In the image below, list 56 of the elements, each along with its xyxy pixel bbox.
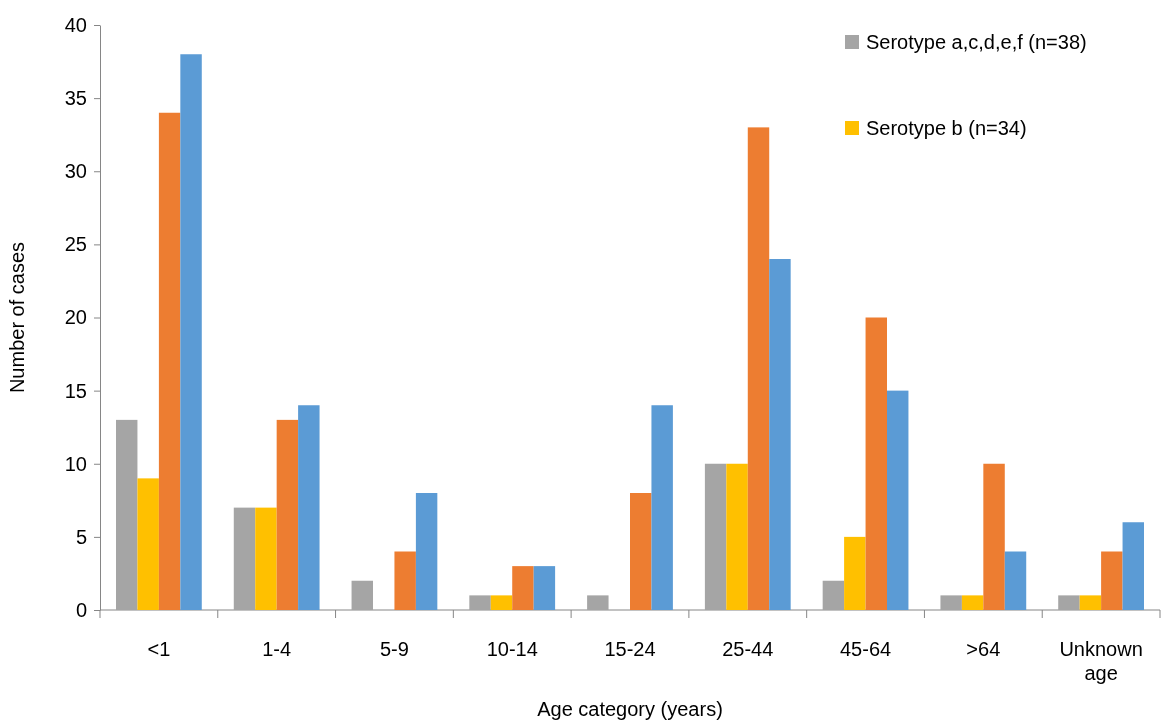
bar [255,507,277,610]
x-tick-label: 5-9 [379,638,409,660]
bar [940,595,962,610]
bar [1004,551,1027,610]
bar [1101,551,1123,610]
bar [1122,522,1144,610]
bar [158,112,181,610]
y-tick-label: 0 [75,598,87,621]
bar [180,54,202,610]
legend-label: Serotype b (n=34) [866,117,1027,139]
bar [887,390,909,610]
bar [512,566,534,610]
bar [1058,595,1080,610]
bar [844,536,866,610]
x-tick-label: 1-4 [262,638,292,660]
bar [351,580,373,610]
bar [116,419,138,610]
bar [865,317,887,610]
bar [587,595,609,610]
bar [983,463,1005,610]
x-tick-label: <1 [147,638,171,660]
x-tick-label: 25-44 [722,638,774,660]
bar [533,566,556,610]
bar [630,493,652,610]
x-tick-label: 45-64 [839,638,892,660]
bar [298,405,320,610]
x-tick-label: 15-24 [604,638,656,660]
x-tick-label: Unknown age [1059,638,1143,684]
x-tick-label: >64 [966,638,1001,660]
y-tick-label: 40 [64,13,87,36]
legend-label: Serotype a,c,d,e,f (n=38) [866,31,1087,53]
bar [822,580,845,610]
bar [1079,595,1102,610]
bar [747,127,770,610]
y-tick-label: 30 [64,160,87,183]
bar [276,419,299,610]
y-tick-label: 20 [64,306,87,329]
bar [490,595,513,610]
bar [415,493,438,610]
bar [137,478,159,610]
y-tick-label: 10 [64,452,87,475]
bar [961,595,984,610]
bar [726,463,748,610]
y-tick-label: 25 [64,233,87,256]
y-axis-title: Number of cases [6,241,28,394]
y-tick-label: 5 [75,525,87,548]
y-tick-label: 15 [64,379,87,402]
bar [233,507,256,610]
bar [651,405,673,610]
bar [394,551,416,610]
bar [769,259,791,610]
bar [469,595,491,610]
x-tick-label: 10-14 [486,638,538,660]
x-axis-title: Age category (years) [537,698,723,720]
y-tick-label: 35 [64,87,87,110]
bar [704,463,727,610]
